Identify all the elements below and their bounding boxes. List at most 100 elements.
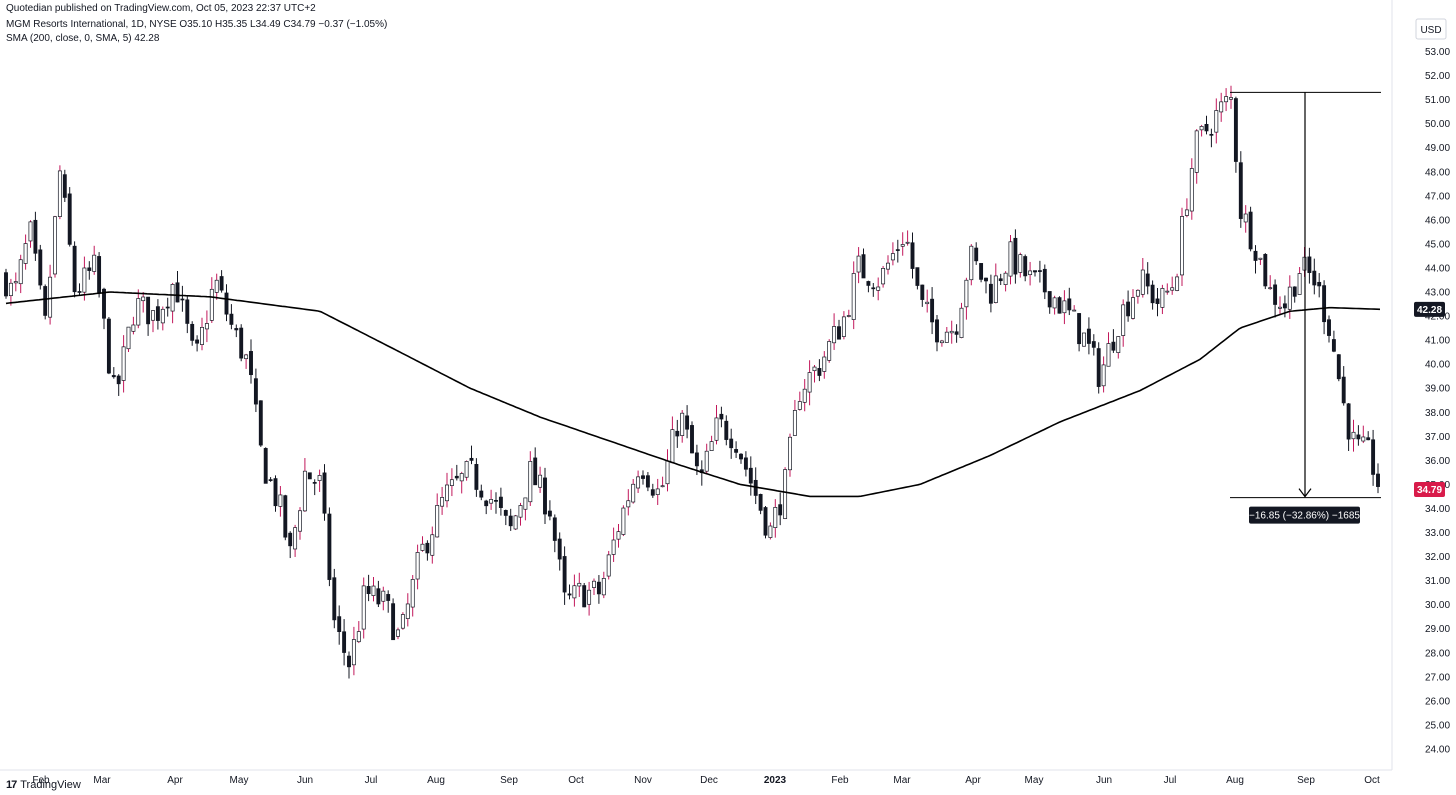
- candle-body: [851, 273, 856, 320]
- candle-body: [410, 579, 415, 608]
- candle-body: [1047, 291, 1052, 308]
- candle-body: [797, 401, 802, 410]
- candle-body: [557, 538, 562, 560]
- candle-body: [332, 577, 337, 621]
- candle-body: [1135, 289, 1140, 297]
- price-axis[interactable]: 53.00 52.00 51.00 50.00 49.00 48.00 47.00 46.00…: [1425, 47, 1450, 755]
- candle-body: [533, 457, 538, 486]
- candle-body: [974, 247, 979, 262]
- candle-body: [1111, 341, 1116, 351]
- candle-body: [400, 614, 405, 629]
- candle-body: [704, 450, 709, 472]
- candle-body: [381, 590, 386, 602]
- candle-body: [1131, 297, 1135, 319]
- candle-body: [1091, 341, 1096, 348]
- x-tick-label: Jun: [297, 775, 313, 786]
- y-tick-label: 41.00: [1425, 336, 1450, 347]
- candle-body: [155, 306, 160, 321]
- candle-body: [92, 254, 97, 272]
- candle-body: [925, 301, 930, 305]
- candle-body: [312, 482, 317, 484]
- candle-body: [1028, 270, 1033, 276]
- currency-label: USD: [1420, 25, 1441, 36]
- candle-body: [43, 286, 48, 316]
- publisher-line: Quotedian published on TradingView.com, …: [6, 3, 316, 14]
- candle-body: [82, 267, 87, 293]
- candle-body: [474, 464, 479, 490]
- candle-body: [151, 310, 155, 321]
- candle-body: [670, 429, 675, 464]
- candle-body: [293, 527, 298, 550]
- candle-body: [386, 594, 391, 601]
- candle-body: [376, 588, 381, 605]
- candle-body: [195, 339, 200, 344]
- candle-body: [1371, 439, 1376, 475]
- candle-body: [969, 245, 974, 281]
- candle-body: [278, 494, 283, 507]
- candle-body: [57, 170, 62, 217]
- candle-body: [572, 585, 577, 599]
- candle-body: [160, 308, 165, 324]
- candle-body: [1346, 403, 1351, 440]
- last-price-tag: [1414, 481, 1445, 497]
- candle-body: [440, 497, 445, 507]
- x-tick-label: Aug: [1226, 775, 1244, 786]
- candle-body: [1376, 473, 1380, 487]
- candle-body: [1224, 96, 1229, 103]
- time-axis[interactable]: Feb Mar Apr May Jun Jul Aug Sep Oct Nov Dec 2023 Feb…: [32, 775, 1380, 786]
- candle-body: [523, 497, 528, 510]
- candle-body: [1170, 287, 1175, 291]
- candle-body: [802, 388, 807, 403]
- candle-body: [1287, 286, 1292, 310]
- currency-box[interactable]: USD: [1415, 18, 1447, 40]
- x-tick-label: Apr: [965, 775, 981, 786]
- candle-body: [190, 323, 195, 341]
- candle-body: [788, 436, 792, 471]
- candle-body: [479, 490, 484, 498]
- candle-body: [1121, 304, 1126, 336]
- y-tick-label: 44.00: [1425, 263, 1450, 274]
- x-tick-label: Sep: [1297, 775, 1315, 786]
- candle-body: [224, 292, 229, 315]
- candle-body: [1322, 285, 1327, 323]
- candle-body: [1082, 332, 1086, 347]
- candle-body: [890, 253, 895, 261]
- y-tick-label: 49.00: [1425, 143, 1450, 154]
- candle-body: [1341, 376, 1346, 404]
- tradingview-footer[interactable]: 17 TradingView: [6, 779, 81, 791]
- x-tick-label: Nov: [634, 775, 652, 786]
- candle-body: [817, 368, 822, 376]
- candle-body: [268, 479, 273, 481]
- x-tick-label: Mar: [893, 775, 911, 786]
- candle-body: [435, 505, 440, 538]
- candle-body: [734, 449, 739, 453]
- candle-body: [1268, 287, 1273, 290]
- y-tick-label: 32.00: [1425, 552, 1450, 563]
- y-tick-label: 37.00: [1425, 432, 1450, 443]
- candle-body: [846, 315, 851, 317]
- candle-body: [856, 255, 861, 273]
- candle-body: [102, 288, 106, 319]
- candle-body: [895, 249, 900, 251]
- candle-body: [739, 453, 743, 460]
- candle-body: [1175, 276, 1180, 291]
- candle-body: [998, 278, 1003, 282]
- sma-legend-line: SMA (200, close, 0, SMA, 5) 42.28: [6, 33, 159, 44]
- x-tick-label: Aug: [427, 775, 445, 786]
- candle-body: [204, 323, 209, 330]
- candle-body: [1351, 431, 1356, 440]
- y-tick-label: 26.00: [1425, 696, 1450, 707]
- candle-body: [944, 331, 949, 343]
- y-tick-label: 29.00: [1425, 624, 1450, 635]
- candle-body: [366, 586, 371, 595]
- candle-body: [317, 475, 322, 481]
- candle-body: [861, 254, 866, 279]
- candle-body: [141, 296, 146, 302]
- candle-body: [876, 286, 881, 291]
- candle-body: [783, 469, 788, 519]
- candle-body: [606, 554, 611, 577]
- last-price-tag-label: 34.79: [1417, 485, 1442, 496]
- candle-body: [214, 279, 219, 293]
- candle-body: [577, 582, 582, 587]
